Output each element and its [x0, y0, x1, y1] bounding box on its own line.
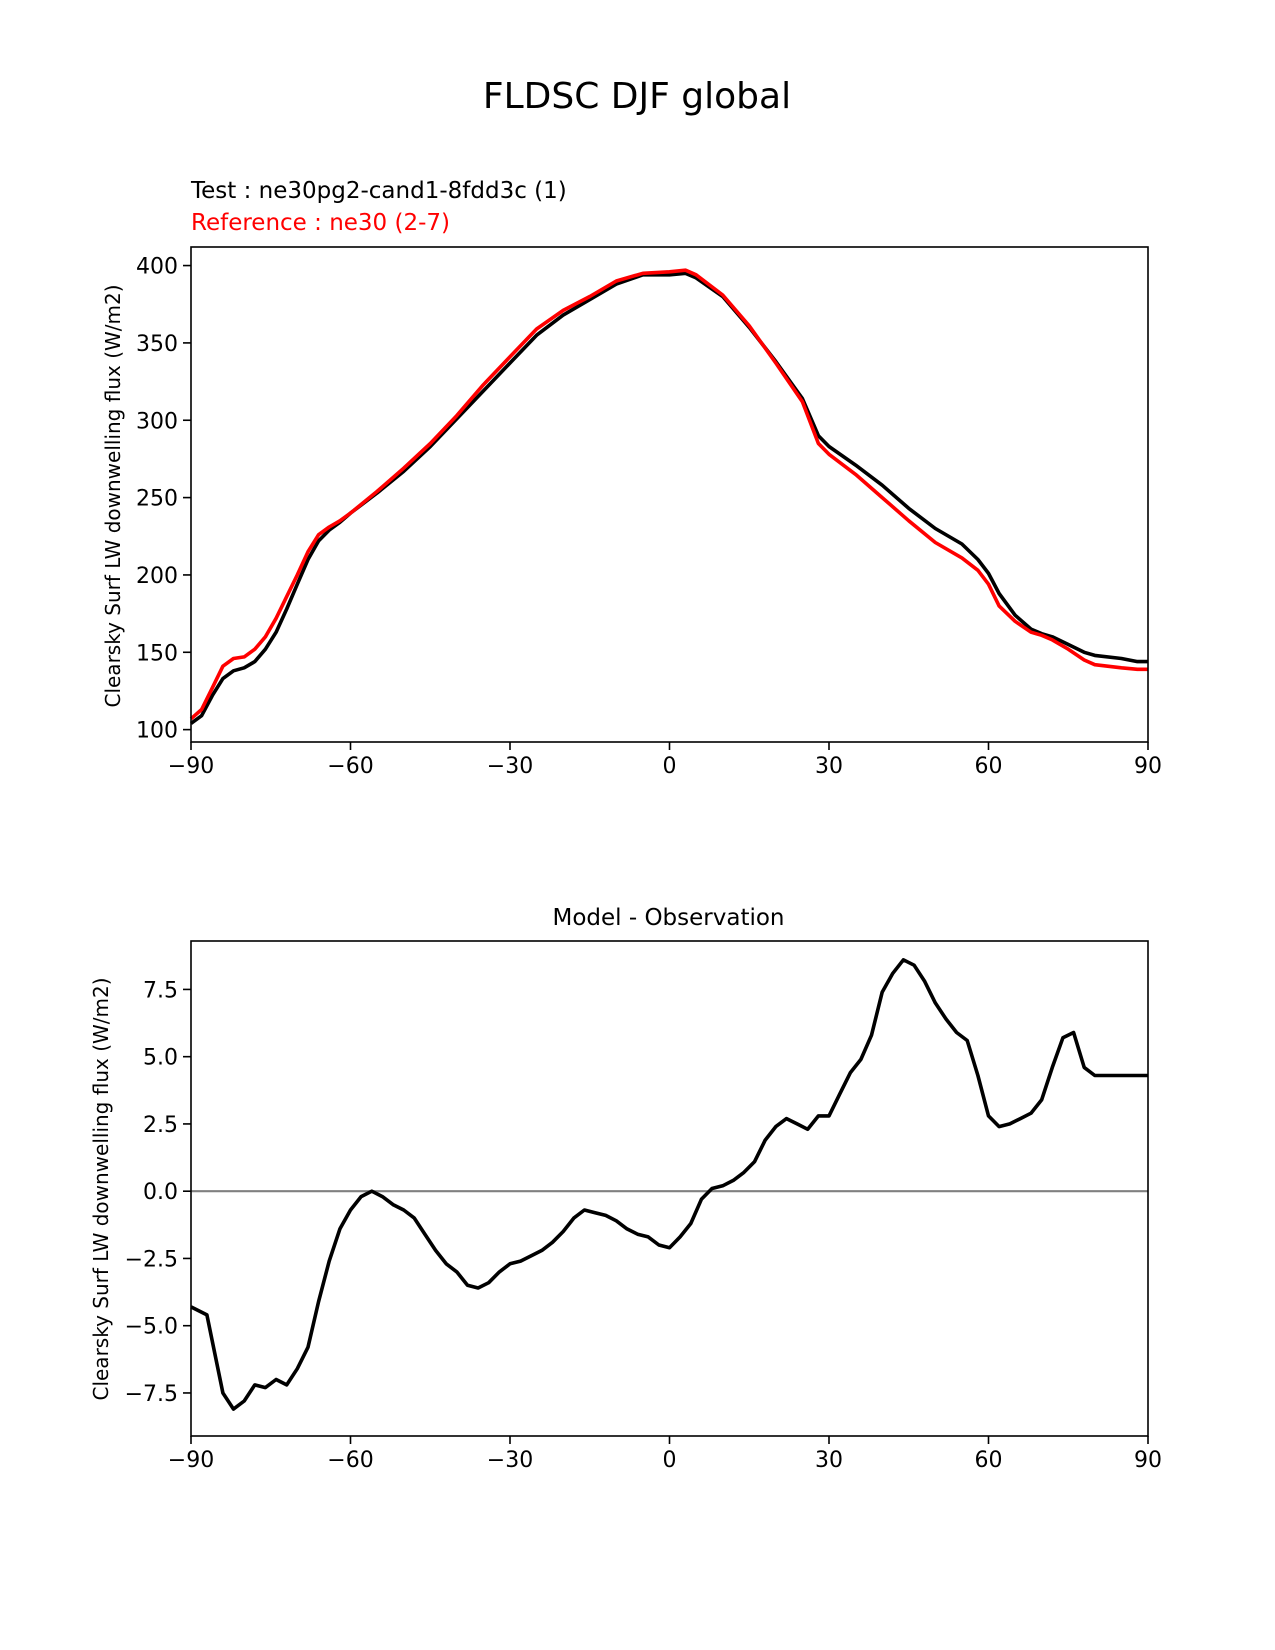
top-y-tick-label: 400: [136, 255, 178, 280]
top-x-tick-label: −30: [487, 754, 533, 779]
bottom-y-axis-label: Clearsky Surf LW downwelling flux (W/m2): [89, 977, 113, 1400]
bottom-y-tick-label: 5.0: [143, 1046, 178, 1071]
bottom-y-tick-label: 0.0: [143, 1180, 178, 1205]
test-label: Test : ne30pg2-cand1-8fdd3c (1): [190, 178, 567, 204]
top-y-tick-label: 350: [136, 332, 178, 357]
top-x-tick-label: −90: [168, 754, 214, 779]
panel-bottom-marks: −90 −60 −30 0 30 60 90 −7.5 −5.0 −2.5 0.0 2.5 5.0 7.5: [125, 940, 1162, 1473]
panel-bottom: Model - Observation −90 −60 −30 0 30 60 90 −7.5…: [89, 905, 1162, 1473]
bottom-x-tick-label: −60: [327, 1448, 373, 1473]
top-y-tick-label: 100: [136, 719, 178, 744]
bottom-y-tick-label: 2.5: [143, 1113, 178, 1138]
panel-top-marks: −90 −60 −30 0 30 60 90 100 150 200 250 300 350 400: [136, 246, 1162, 779]
top-x-tick-label: 60: [975, 754, 1003, 779]
bottom-panel-title: Model - Observation: [552, 905, 784, 931]
figure-title: FLDSC DJF global: [483, 76, 791, 117]
top-y-tick-label: 250: [136, 487, 178, 512]
bottom-y-tick-label: 7.5: [143, 978, 178, 1003]
bottom-x-tick-label: 30: [815, 1448, 843, 1473]
top-y-tick-label: 150: [136, 641, 178, 666]
top-y-tick-label: 300: [136, 409, 178, 434]
bottom-y-tick-label: −2.5: [125, 1247, 178, 1272]
bottom-series-difference: [190, 957, 1148, 1411]
top-x-tick-label: 30: [815, 754, 843, 779]
top-x-tick-label: −60: [327, 754, 373, 779]
bottom-x-tick-label: 0: [663, 1448, 677, 1473]
bottom-y-tick-label: −7.5: [125, 1382, 178, 1407]
reference-label: Reference : ne30 (2-7): [191, 210, 450, 236]
panel-top: Test : ne30pg2-cand1-8fdd3c (1) Referenc…: [101, 178, 1162, 779]
top-x-tick-label: 90: [1134, 754, 1162, 779]
top-y-tick-label: 200: [136, 564, 178, 589]
bottom-x-tick-label: −30: [487, 1448, 533, 1473]
bottom-y-tick-label: −5.0: [125, 1315, 178, 1340]
top-x-tick-label: 0: [663, 754, 677, 779]
bottom-x-tick-label: −90: [168, 1448, 214, 1473]
top-series-reference: [189, 268, 1148, 721]
bottom-x-tick-label: 90: [1134, 1448, 1162, 1473]
top-series-test: [189, 271, 1148, 725]
top-y-axis-label: Clearsky Surf LW downwelling flux (W/m2): [101, 284, 125, 707]
bottom-x-tick-label: 60: [975, 1448, 1003, 1473]
